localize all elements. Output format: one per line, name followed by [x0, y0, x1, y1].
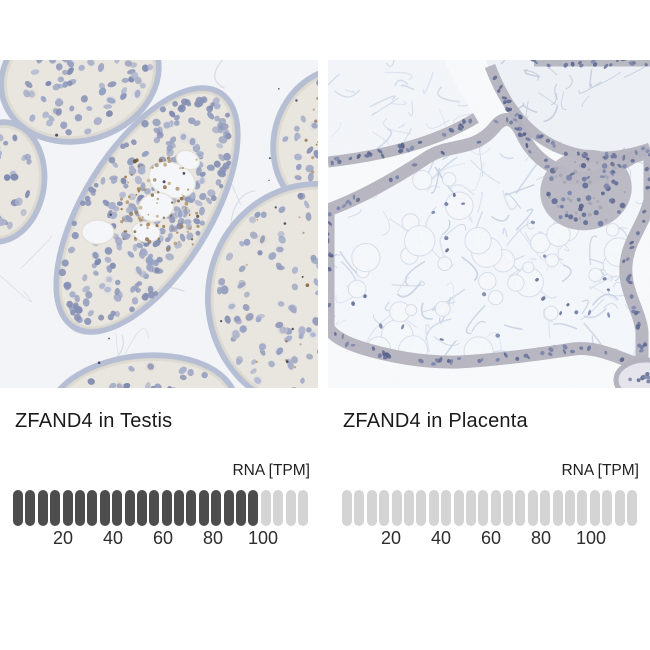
- panel-title-testis: ZFAND4 in Testis: [15, 410, 173, 432]
- gauge-segment: [74, 490, 85, 526]
- panel-title-placenta: ZFAND4 in Placenta: [343, 410, 528, 432]
- gauge-segment: [379, 490, 390, 526]
- rna-tpm-label: RNA [TPM]: [561, 462, 639, 479]
- gauge-tick-label: 100: [247, 528, 279, 548]
- gauge-segment: [614, 490, 625, 526]
- gauge-segment: [626, 490, 637, 526]
- gauge-segment: [403, 490, 414, 526]
- gauge-segment: [503, 490, 514, 526]
- gauge-segment: [527, 490, 538, 526]
- gauge-tick-label: 20: [52, 528, 74, 548]
- gauge-segment: [552, 490, 563, 526]
- gauge-segment: [260, 490, 271, 526]
- gauge-segment: [297, 490, 308, 526]
- gauge-segment: [13, 490, 23, 526]
- gauge-segment: [112, 490, 123, 526]
- gauge-tick-label: 20: [380, 528, 402, 548]
- gauge-segment: [62, 490, 73, 526]
- gauge-segment: [174, 490, 185, 526]
- gauge-segment: [478, 490, 489, 526]
- testis-tissue-micrograph[interactable]: [0, 60, 318, 388]
- gauge-tick-label: 80: [202, 528, 224, 548]
- gauge-segment: [37, 490, 48, 526]
- gauge-segment: [149, 490, 160, 526]
- rna-tpm-gauge-testis: [0, 490, 318, 526]
- gauge-segment: [273, 490, 284, 526]
- gauge-segment: [136, 490, 147, 526]
- gauge-segment: [565, 490, 576, 526]
- gauge-segment: [490, 490, 501, 526]
- gauge-segment: [342, 490, 352, 526]
- rna-tpm-label: RNA [TPM]: [232, 462, 310, 479]
- gauge-segment: [602, 490, 613, 526]
- gauge-segment: [465, 490, 476, 526]
- rna-tpm-gauge-placenta: [328, 490, 650, 526]
- gauge-segment: [50, 490, 61, 526]
- protein-atlas-figure: ZFAND4 in Testis RNA [TPM] 20 40 60 80 100 Z…: [0, 60, 650, 550]
- gauge-segment: [391, 490, 402, 526]
- gauge-segment: [124, 490, 135, 526]
- gauge-segment: [441, 490, 452, 526]
- panel-placenta: ZFAND4 in Placenta RNA [TPM] 20 40 60 80 100: [328, 60, 650, 550]
- gauge-tick-label: 100: [575, 528, 607, 548]
- gauge-segment: [186, 490, 197, 526]
- gauge-segment: [428, 490, 439, 526]
- gauge-segment: [223, 490, 234, 526]
- placenta-tissue-micrograph[interactable]: [328, 60, 650, 388]
- gauge-segment: [87, 490, 98, 526]
- gauge-segment: [285, 490, 296, 526]
- gauge-tick-label: 40: [430, 528, 452, 548]
- gauge-segment: [211, 490, 222, 526]
- gauge-segment: [25, 490, 36, 526]
- gauge-axis-placenta: 20 40 60 80 100: [328, 528, 650, 550]
- gauge-segment: [198, 490, 209, 526]
- gauge-segment: [366, 490, 377, 526]
- gauge-segment: [515, 490, 526, 526]
- gauge-tick-label: 40: [102, 528, 124, 548]
- gauge-segment: [161, 490, 172, 526]
- gauge-segment: [354, 490, 365, 526]
- gauge-tick-label: 80: [530, 528, 552, 548]
- gauge-tick-label: 60: [152, 528, 174, 548]
- gauge-tick-label: 60: [480, 528, 502, 548]
- gauge-segment: [248, 490, 259, 526]
- gauge-segment: [589, 490, 600, 526]
- gauge-axis-testis: 20 40 60 80 100: [0, 528, 318, 550]
- panel-testis: ZFAND4 in Testis RNA [TPM] 20 40 60 80 100: [0, 60, 318, 550]
- gauge-segment: [453, 490, 464, 526]
- gauge-segment: [99, 490, 110, 526]
- gauge-segment: [577, 490, 588, 526]
- gauge-segment: [540, 490, 551, 526]
- gauge-segment: [236, 490, 247, 526]
- gauge-segment: [416, 490, 427, 526]
